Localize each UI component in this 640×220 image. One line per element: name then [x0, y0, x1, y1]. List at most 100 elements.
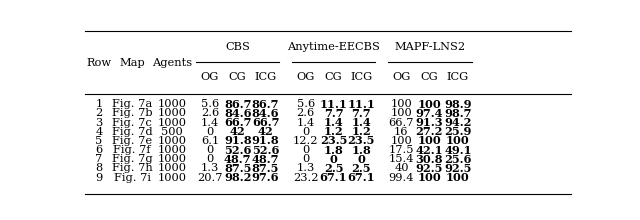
Text: 1.4: 1.4: [296, 118, 315, 128]
Text: 86.7: 86.7: [252, 99, 279, 110]
Text: 7.7: 7.7: [324, 108, 343, 119]
Text: ICG: ICG: [447, 72, 469, 82]
Text: 100: 100: [390, 108, 412, 119]
Text: 42.1: 42.1: [415, 145, 443, 156]
Text: 500: 500: [161, 127, 182, 137]
Text: 5: 5: [95, 136, 102, 146]
Text: OG: OG: [392, 72, 411, 82]
Text: 67.1: 67.1: [319, 172, 348, 183]
Text: 1000: 1000: [157, 154, 186, 164]
Text: 100: 100: [417, 172, 441, 183]
Text: 94.2: 94.2: [444, 117, 472, 128]
Text: CBS: CBS: [225, 42, 250, 52]
Text: 7.7: 7.7: [351, 108, 371, 119]
Text: OG: OG: [296, 72, 315, 82]
Text: CG: CG: [420, 72, 438, 82]
Text: 0: 0: [330, 154, 337, 165]
Text: 84.6: 84.6: [224, 108, 252, 119]
Text: 100: 100: [446, 172, 470, 183]
Text: 52.6: 52.6: [224, 145, 252, 156]
Text: 6.1: 6.1: [201, 136, 219, 146]
Text: 4: 4: [95, 127, 102, 137]
Text: 2.5: 2.5: [351, 163, 371, 174]
Text: 2: 2: [95, 108, 102, 119]
Text: 48.7: 48.7: [252, 154, 279, 165]
Text: 91.3: 91.3: [415, 117, 443, 128]
Text: 16: 16: [394, 127, 409, 137]
Text: CG: CG: [324, 72, 342, 82]
Text: 1.3: 1.3: [296, 163, 315, 173]
Text: 49.1: 49.1: [444, 145, 472, 156]
Text: 40: 40: [394, 163, 409, 173]
Text: 0: 0: [302, 127, 309, 137]
Text: 2.6: 2.6: [201, 108, 219, 119]
Text: 86.7: 86.7: [224, 99, 252, 110]
Text: 0: 0: [206, 154, 214, 164]
Text: 97.6: 97.6: [252, 172, 279, 183]
Text: 92.5: 92.5: [415, 163, 443, 174]
Text: 87.5: 87.5: [252, 163, 279, 174]
Text: 52.6: 52.6: [252, 145, 279, 156]
Text: 15.4: 15.4: [388, 154, 414, 164]
Text: 1.4: 1.4: [201, 118, 219, 128]
Text: 3: 3: [95, 118, 102, 128]
Text: 0: 0: [302, 145, 309, 155]
Text: CG: CG: [229, 72, 246, 82]
Text: 99.4: 99.4: [388, 172, 414, 183]
Text: 66.7: 66.7: [388, 118, 414, 128]
Text: 0: 0: [206, 145, 214, 155]
Text: 27.2: 27.2: [415, 126, 443, 137]
Text: 1000: 1000: [157, 99, 186, 109]
Text: 1000: 1000: [157, 145, 186, 155]
Text: 42: 42: [258, 126, 273, 137]
Text: 1.3: 1.3: [201, 163, 219, 173]
Text: 100: 100: [390, 99, 412, 109]
Text: 1000: 1000: [157, 136, 186, 146]
Text: 98.7: 98.7: [444, 108, 472, 119]
Text: Fig. 7c: Fig. 7c: [112, 118, 152, 128]
Text: 1000: 1000: [157, 163, 186, 173]
Text: 1.8: 1.8: [324, 145, 343, 156]
Text: 2.5: 2.5: [324, 163, 343, 174]
Text: 20.7: 20.7: [197, 172, 223, 183]
Text: 91.8: 91.8: [252, 136, 279, 147]
Text: MAPF-LNS2: MAPF-LNS2: [394, 42, 465, 52]
Text: ICG: ICG: [350, 72, 372, 82]
Text: 48.7: 48.7: [224, 154, 252, 165]
Text: 66.7: 66.7: [252, 117, 279, 128]
Text: 1: 1: [95, 99, 102, 109]
Text: OG: OG: [201, 72, 219, 82]
Text: 0: 0: [357, 154, 365, 165]
Text: 23.5: 23.5: [348, 136, 375, 147]
Text: 1000: 1000: [157, 108, 186, 119]
Text: Row: Row: [86, 58, 111, 68]
Text: 11.1: 11.1: [348, 99, 375, 110]
Text: Anytime-EECBS: Anytime-EECBS: [287, 42, 380, 52]
Text: 23.5: 23.5: [320, 136, 347, 147]
Text: 8: 8: [95, 163, 102, 173]
Text: 2.6: 2.6: [296, 108, 315, 119]
Text: Fig. 7h: Fig. 7h: [112, 163, 152, 173]
Text: Fig. 7i: Fig. 7i: [113, 172, 150, 183]
Text: 100: 100: [446, 136, 470, 147]
Text: Agents: Agents: [152, 58, 192, 68]
Text: 23.2: 23.2: [293, 172, 319, 183]
Text: 66.7: 66.7: [224, 117, 252, 128]
Text: 1.4: 1.4: [324, 117, 343, 128]
Text: 1.2: 1.2: [324, 126, 343, 137]
Text: 5.6: 5.6: [296, 99, 315, 109]
Text: Fig. 7g: Fig. 7g: [112, 154, 152, 164]
Text: 25.6: 25.6: [444, 154, 472, 165]
Text: 100: 100: [417, 136, 441, 147]
Text: 0: 0: [206, 127, 214, 137]
Text: 5.6: 5.6: [201, 99, 219, 109]
Text: 98.2: 98.2: [224, 172, 252, 183]
Text: Fig. 7a: Fig. 7a: [112, 99, 152, 109]
Text: 92.5: 92.5: [444, 163, 472, 174]
Text: Fig. 7f: Fig. 7f: [113, 145, 151, 155]
Text: 1000: 1000: [157, 172, 186, 183]
Text: 6: 6: [95, 145, 102, 155]
Text: 1.2: 1.2: [351, 126, 371, 137]
Text: 67.1: 67.1: [348, 172, 375, 183]
Text: Map: Map: [119, 58, 145, 68]
